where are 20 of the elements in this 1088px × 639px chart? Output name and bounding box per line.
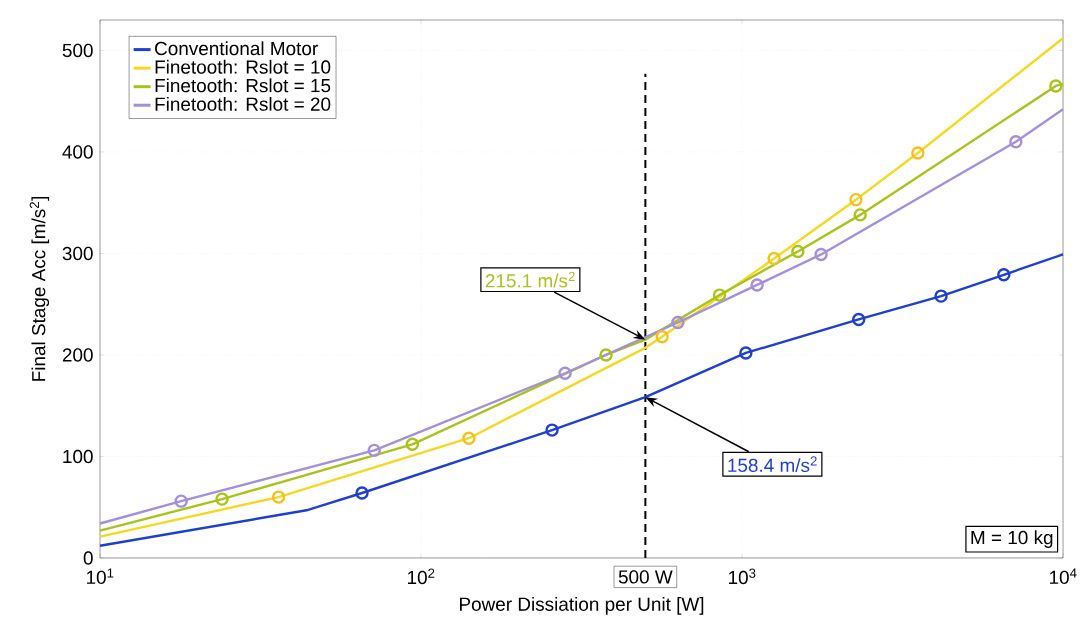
y-axis-title: Final Stage Acc [m/s$^{2}$] [29, 196, 50, 381]
y-tick-label: 0 [83, 551, 93, 565]
x-tick-label: 10$^{2}$ [407, 568, 435, 585]
y-tick-label: 500 [62, 43, 93, 58]
ref-line-label: 500 W [618, 570, 673, 584]
x-tick-label: 10$^{4}$ [1049, 568, 1077, 585]
annotation: M = 10 kg [971, 530, 1053, 548]
legend-label: Conventional Motor [155, 41, 318, 56]
x-tick-label: 10$^{1}$ [86, 568, 114, 585]
x-tick-label: 10$^{3}$ [728, 568, 756, 585]
legend-label: Finetooth: Rslot = 10 [155, 59, 331, 74]
annotation: 158.4 m/s$^{2}$ [728, 456, 817, 473]
y-tick-label: 200 [62, 348, 93, 362]
legend-label: Finetooth: Rslot = 15 [155, 78, 331, 93]
x-axis-title: Power Dissiation per Unit [W] [459, 596, 704, 615]
y-tick-label: 300 [62, 246, 93, 261]
annotation: 215.1 m/s$^{2}$ [485, 271, 575, 288]
y-tick-label: 100 [63, 449, 93, 464]
legend-label: Finetooth: Rslot = 20 [155, 96, 331, 111]
y-tick-label: 400 [62, 145, 93, 159]
